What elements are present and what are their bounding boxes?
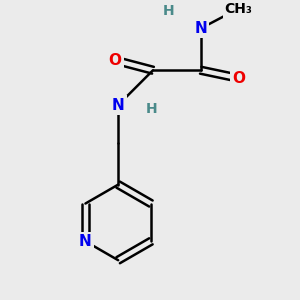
Text: N: N: [112, 98, 124, 112]
Text: N: N: [194, 21, 207, 36]
Text: CH₃: CH₃: [225, 2, 253, 16]
Text: O: O: [109, 53, 122, 68]
Text: H: H: [146, 102, 158, 116]
Text: H: H: [163, 4, 175, 18]
Text: O: O: [232, 71, 245, 86]
Text: N: N: [79, 234, 92, 249]
